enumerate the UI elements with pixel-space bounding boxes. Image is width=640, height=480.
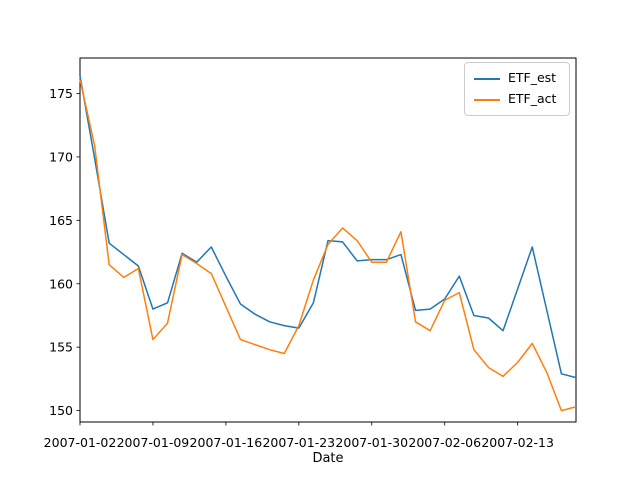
- etf-est-line: [79, 75, 577, 379]
- x-tick-label: 2007-01-16: [190, 435, 263, 450]
- y-tick-label: 160: [49, 276, 73, 291]
- x-tick-label: 2007-01-30: [335, 435, 408, 450]
- legend-label-etf-act: ETF_act: [508, 91, 557, 107]
- plot-area-frame: [79, 57, 577, 423]
- etf-act-line: [79, 79, 577, 412]
- x-tick-label: 2007-01-23: [262, 435, 335, 450]
- x-axis-title: Date: [312, 451, 344, 466]
- legend: ETF_est ETF_act: [464, 62, 570, 116]
- legend-item-etf-act: ETF_act: [474, 89, 562, 110]
- legend-item-etf-est: ETF_est: [474, 68, 562, 89]
- y-tick-label: 150: [49, 403, 73, 418]
- x-tick-label: 2007-02-06: [408, 435, 481, 450]
- y-tick-label: 155: [49, 340, 73, 355]
- etf-est-line-sample-icon: [474, 77, 500, 80]
- x-tick-label: 2007-01-09: [117, 435, 190, 450]
- etf-act-line-sample-icon: [474, 98, 500, 101]
- x-tick-label: 2007-01-02: [44, 435, 117, 450]
- y-tick-label: 175: [49, 86, 73, 101]
- y-tick-label: 165: [49, 213, 73, 228]
- x-tick-label: 2007-02-13: [481, 435, 554, 450]
- y-tick-label: 170: [49, 149, 73, 164]
- legend-label-etf-est: ETF_est: [508, 70, 557, 86]
